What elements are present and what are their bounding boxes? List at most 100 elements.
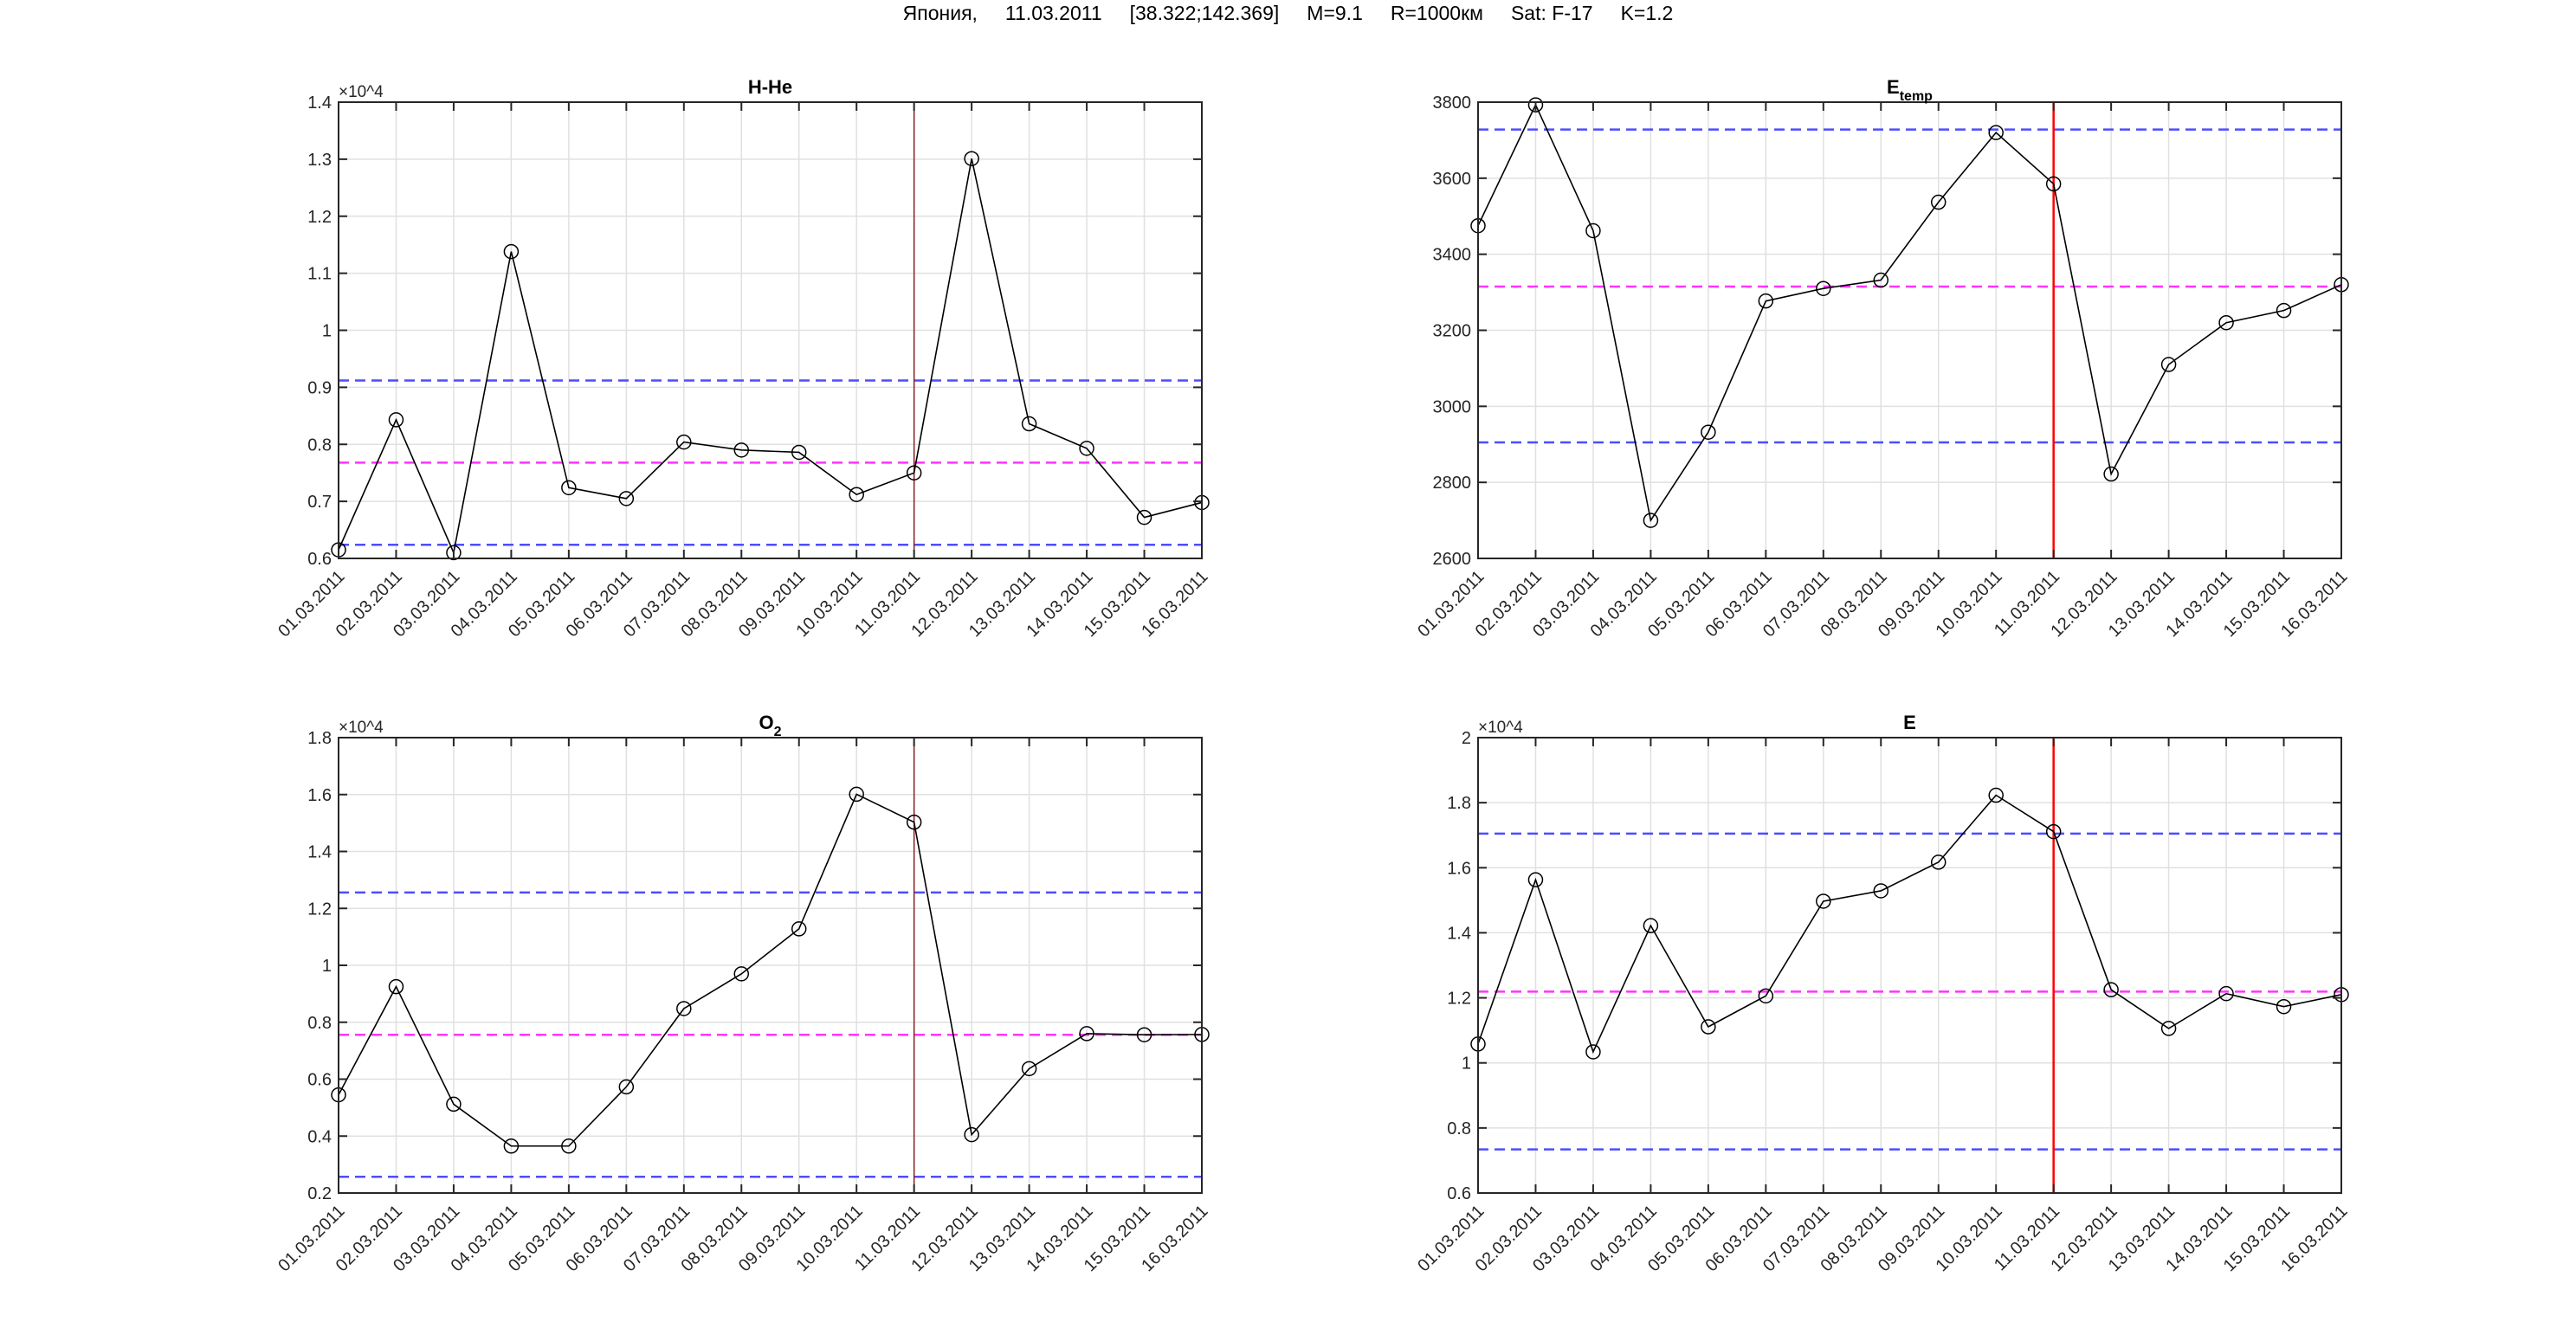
figure-suptitle: Япония, 11.03.2011 [38.322;142.369] M=9.1 R=… [0, 2, 2576, 25]
data-point-marker [1136, 509, 1152, 526]
suptitle-satellite: Sat: F-17 [1510, 2, 1593, 24]
data-point-marker [618, 1079, 635, 1095]
data-point-marker [1988, 787, 2004, 803]
suptitle-k: K=1.2 [1620, 2, 1674, 24]
y-tick-label: 1 [322, 957, 332, 976]
y-tick-label: 2600 [1433, 550, 1472, 569]
chart-title: H-He [748, 76, 792, 98]
data-point-marker [1527, 97, 1544, 113]
suptitle-country: Япония, [902, 2, 978, 24]
data-point-marker [849, 786, 864, 803]
data-point-marker [964, 151, 979, 166]
data-point-marker [388, 412, 404, 428]
y-tick-label: 0.7 [307, 493, 332, 512]
series-line [1477, 794, 2342, 1054]
data-point-marker [906, 465, 922, 480]
chart-title-main: H-He [748, 76, 792, 98]
data-point-marker [964, 1126, 979, 1143]
y-tick-label: 2800 [1433, 474, 1472, 493]
data-point-marker [2218, 314, 2234, 331]
data-point-marker [733, 442, 750, 458]
y-tick-label: 1.8 [307, 729, 332, 748]
data-point-marker [1873, 883, 1889, 899]
y-tick-label: 0.6 [307, 550, 332, 569]
data-point-marker [2045, 176, 2062, 192]
data-point-marker [561, 1138, 577, 1154]
data-point-marker [2103, 466, 2119, 482]
y-tick-label: 0.8 [307, 1014, 332, 1033]
y-tick-label: 3400 [1433, 246, 1472, 265]
chart-title-main: O [759, 712, 773, 733]
data-point-marker [2276, 302, 2292, 319]
data-point-marker [1816, 893, 1831, 909]
data-point-marker [733, 966, 750, 982]
data-point-marker [1701, 424, 1716, 440]
y-tick-label: 0.6 [307, 1071, 332, 1090]
chart-1: 01.03.201102.03.201103.03.201104.03.2011… [1414, 76, 2351, 641]
data-point-marker [446, 545, 462, 561]
data-point-marker [2276, 998, 2292, 1015]
y-axis-exponent: ×10^4 [339, 719, 384, 737]
chart-title: Etemp [1887, 76, 1933, 104]
data-point-marker [676, 434, 692, 450]
suptitle-date: 11.03.2011 [1004, 2, 1102, 24]
data-point-marker [1585, 222, 1601, 239]
y-axis-exponent: ×10^4 [1478, 719, 1523, 737]
y-tick-label: 2 [1462, 729, 1471, 748]
data-point-marker [2103, 982, 2119, 997]
y-tick-label: 0.4 [307, 1127, 332, 1146]
data-point-marker [2045, 823, 2062, 840]
y-tick-label: 1.2 [1447, 990, 1471, 1009]
y-tick-label: 1.8 [1447, 794, 1471, 813]
y-tick-label: 0.8 [307, 435, 332, 455]
data-point-marker [2218, 985, 2234, 1002]
suptitle-coords: [38.322;142.369] [1129, 2, 1280, 24]
data-point-marker [1930, 194, 1947, 210]
y-tick-label: 1.2 [307, 900, 332, 919]
data-point-marker [1643, 918, 1659, 933]
data-point-marker [1701, 1019, 1716, 1035]
data-point-marker [503, 243, 520, 260]
data-point-marker [1816, 281, 1831, 296]
y-tick-label: 1.4 [307, 94, 332, 113]
chart-title-subscript: temp [1900, 89, 1933, 104]
axes-box [1477, 737, 2342, 1194]
series-line [1477, 103, 2342, 523]
y-tick-label: 1 [1462, 1054, 1471, 1074]
y-tick-label: 0.9 [307, 378, 332, 397]
data-point-marker [1758, 988, 1774, 1004]
chart-title-main: E [1887, 76, 1900, 98]
y-tick-label: 1.6 [1447, 859, 1471, 878]
y-tick-label: 3200 [1433, 322, 1472, 341]
data-point-marker [1079, 441, 1094, 456]
data-point-marker [1079, 1026, 1094, 1042]
data-point-marker [1873, 272, 1889, 288]
series-line [338, 158, 1203, 556]
data-point-marker [906, 814, 922, 830]
y-tick-label: 0.6 [1447, 1184, 1471, 1203]
y-tick-label: 1.3 [307, 151, 332, 170]
y-tick-label: 0.8 [1447, 1119, 1471, 1138]
y-tick-label: 1 [322, 322, 332, 341]
data-point-marker [1643, 513, 1659, 528]
data-point-marker [2160, 357, 2177, 372]
y-axis-exponent: ×10^4 [339, 83, 384, 101]
suptitle-radius: R=1000км [1390, 2, 1483, 24]
chart-2: 01.03.201102.03.201103.03.201104.03.2011… [274, 712, 1211, 1275]
data-point-marker [791, 444, 807, 461]
data-point-marker [676, 1001, 692, 1016]
data-point-marker [503, 1138, 520, 1154]
y-tick-label: 3000 [1433, 397, 1472, 416]
y-tick-label: 1.2 [307, 208, 332, 227]
chart-title: O2 [759, 712, 781, 739]
data-point-marker [791, 921, 807, 937]
data-point-marker [1527, 872, 1544, 887]
data-point-marker [1930, 855, 1947, 870]
y-tick-label: 1.4 [1447, 924, 1471, 943]
data-point-marker [849, 487, 864, 502]
chart-title: E [1903, 712, 1916, 733]
series-line [338, 793, 1203, 1147]
y-tick-label: 3800 [1433, 94, 1472, 113]
data-point-marker [1021, 1061, 1037, 1077]
